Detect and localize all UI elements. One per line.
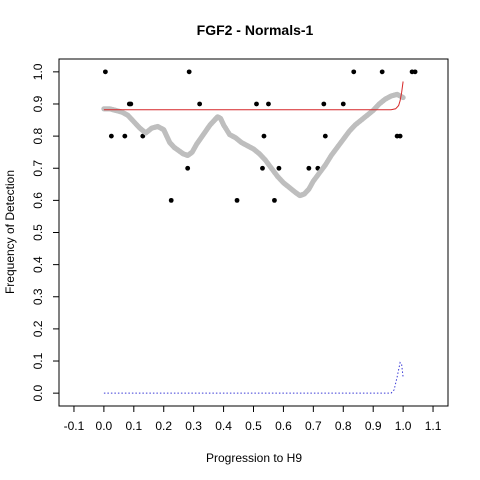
data-point [379, 69, 385, 75]
y-tick-label: 0.9 [31, 95, 45, 112]
data-point [321, 101, 327, 107]
data-point [351, 69, 357, 75]
x-tick-label: 0.1 [125, 419, 142, 433]
x-tick-label: 0.5 [245, 419, 262, 433]
x-tick-label: 0.6 [275, 419, 292, 433]
fit-line-red [103, 81, 404, 111]
y-tick-label: 1.0 [31, 63, 45, 80]
y-tick-label: 0.7 [31, 160, 45, 177]
x-tick-label: 0.9 [365, 419, 382, 433]
data-point [260, 165, 265, 171]
x-tick-label: 0.3 [185, 419, 202, 433]
data-point [261, 133, 267, 139]
y-tick-label: 0.0 [31, 384, 45, 401]
x-tick-label: 0.8 [335, 419, 352, 433]
data-point [234, 197, 240, 203]
data-point [108, 133, 114, 139]
data-point [276, 165, 282, 171]
y-tick-label: 0.5 [31, 224, 45, 241]
x-tick-label: -0.1 [64, 419, 85, 433]
data-point [185, 165, 191, 171]
grey-point [400, 94, 406, 101]
data-point [254, 101, 259, 107]
y-tick-label: 0.4 [31, 256, 45, 273]
x-axis-label: Progression to H9 [206, 451, 302, 465]
data-point [122, 133, 128, 139]
data-point [128, 101, 134, 107]
data-point [322, 133, 328, 139]
y-tick-label: 0.8 [31, 127, 45, 144]
x-axis: -0.1 0.0 0.1 0.2 0.3 0.4 0.5 0.6 0.7 0.8 0.9 1.0 1.1 [64, 406, 442, 433]
x-tick-label: 0.0 [96, 419, 113, 433]
x-tick-label: 1.0 [395, 419, 412, 433]
x-tick-label: 0.4 [215, 419, 232, 433]
y-tick-label: 0.6 [31, 192, 45, 209]
data-point [197, 101, 203, 107]
data-point [140, 133, 146, 139]
data-point [340, 101, 346, 107]
data-point [102, 69, 108, 75]
chart-title: FGF2 - Normals-1 [197, 22, 314, 38]
y-tick-label: 0.1 [31, 352, 45, 369]
y-axis: 0.0 0.1 0.2 0.3 0.4 0.5 0.6 0.7 0.8 0.9 1.0 [31, 63, 59, 401]
data-point [168, 197, 174, 203]
marks-layer [101, 69, 418, 394]
x-tick-label: 0.7 [305, 419, 322, 433]
x-tick-label: 1.1 [425, 419, 442, 433]
x-tick-label: 0.2 [155, 419, 172, 433]
data-point [412, 69, 418, 75]
data-point [186, 69, 192, 75]
y-tick-label: 0.2 [31, 320, 45, 337]
y-axis-label: Frequency of Detection [3, 170, 17, 294]
y-tick-label: 0.3 [31, 288, 45, 305]
data-point [306, 165, 312, 171]
data-point [266, 101, 271, 107]
density-line-blue [103, 361, 404, 394]
data-point [272, 197, 277, 203]
data-point [397, 133, 403, 139]
